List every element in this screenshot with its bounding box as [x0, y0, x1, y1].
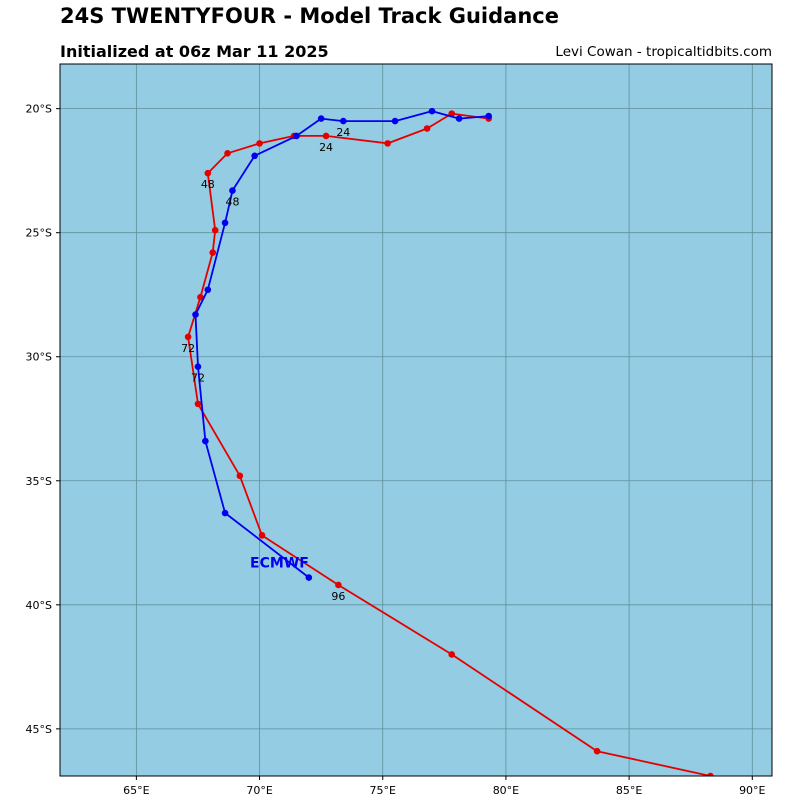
- ecmwf-track-point: [293, 132, 300, 140]
- series-1-track-point: [256, 140, 263, 147]
- ecmwf-track-point: [251, 152, 258, 160]
- chart-subtitle: Initialized at 06z Mar 11 2025: [60, 42, 329, 61]
- series-1-hour-label: 48: [201, 178, 215, 191]
- ecmwf-hour-label: 72: [191, 372, 205, 385]
- series-1-track-point: [194, 400, 202, 408]
- series-1-track-point: [184, 333, 192, 341]
- ecmwf-track-point: [194, 363, 202, 370]
- ecmwf-track-point: [305, 574, 313, 581]
- ecmwf-hour-label: 24: [336, 126, 350, 139]
- series-1-track-point: [211, 226, 219, 234]
- series-1-track-point: [322, 132, 330, 140]
- ecmwf-track-point: [317, 115, 325, 122]
- y-tick-label: 45°S: [26, 723, 52, 736]
- x-tick-label: 90°E: [739, 784, 765, 797]
- chart-title: 24S TWENTYFOUR - Model Track Guidance: [60, 4, 559, 28]
- plot-frame: [59, 63, 773, 777]
- ecmwf-track-point: [221, 219, 229, 227]
- point-labels: 24 48 72 96 24 48 72 ECMWF: [181, 126, 350, 603]
- series-1-track-point: [258, 532, 266, 539]
- ecmwf-track-point: [192, 311, 199, 318]
- ecmwf-track-point: [455, 115, 463, 122]
- series-1-hour-label: 96: [331, 590, 345, 603]
- y-tick-label: 20°S: [26, 103, 52, 116]
- ecmwf-track-point: [204, 286, 212, 294]
- tracks: [184, 107, 714, 776]
- ecmwf-track-point: [229, 187, 236, 194]
- series-1-track-line: [187, 112, 711, 776]
- ecmwf-track-point: [391, 117, 399, 125]
- series-1-track-point: [593, 747, 601, 755]
- grid-lines: [60, 64, 772, 776]
- ecmwf-model-label: ECMWF: [250, 556, 309, 572]
- series-1-track-point: [236, 472, 244, 480]
- series-1-track-point: [384, 140, 391, 147]
- y-tick-label: 35°S: [26, 475, 52, 488]
- series-1-track-point: [335, 581, 342, 589]
- series-1-hour-label: 72: [181, 342, 195, 355]
- ecmwf-track-point: [221, 509, 229, 517]
- series-1-track-point: [224, 150, 231, 157]
- axis-ticks: 65°E 70°E 75°E 80°E 85°E 90°E 20°S 25°S 30°S 35°S…: [26, 103, 766, 797]
- series-1-track-point: [423, 125, 431, 132]
- x-tick-label: 70°E: [246, 784, 272, 797]
- series-1-track-point: [197, 293, 204, 301]
- x-tick-label: 75°E: [370, 784, 396, 797]
- ecmwf-track-point: [485, 112, 492, 120]
- series-1-track-point: [707, 772, 714, 776]
- y-tick-label: 25°S: [26, 227, 52, 240]
- series-1-track-point: [204, 169, 212, 177]
- series-1-track-point: [448, 651, 456, 658]
- ecmwf-track-point: [428, 107, 436, 115]
- ecmwf-track-point: [340, 117, 347, 125]
- ocean-background: [60, 64, 772, 776]
- ecmwf-hour-label: 48: [225, 196, 239, 209]
- credit-text: Levi Cowan - tropicaltidbits.com: [555, 44, 772, 60]
- y-tick-label: 40°S: [26, 599, 52, 612]
- x-tick-label: 85°E: [616, 784, 642, 797]
- series-1-track-point: [209, 249, 217, 256]
- series-1-hour-label: 24: [319, 141, 333, 154]
- x-tick-label: 65°E: [123, 784, 149, 797]
- y-tick-label: 30°S: [26, 351, 52, 364]
- ecmwf-track-point: [202, 437, 209, 445]
- x-tick-label: 80°E: [493, 784, 519, 797]
- ecmwf-track-line: [194, 110, 489, 579]
